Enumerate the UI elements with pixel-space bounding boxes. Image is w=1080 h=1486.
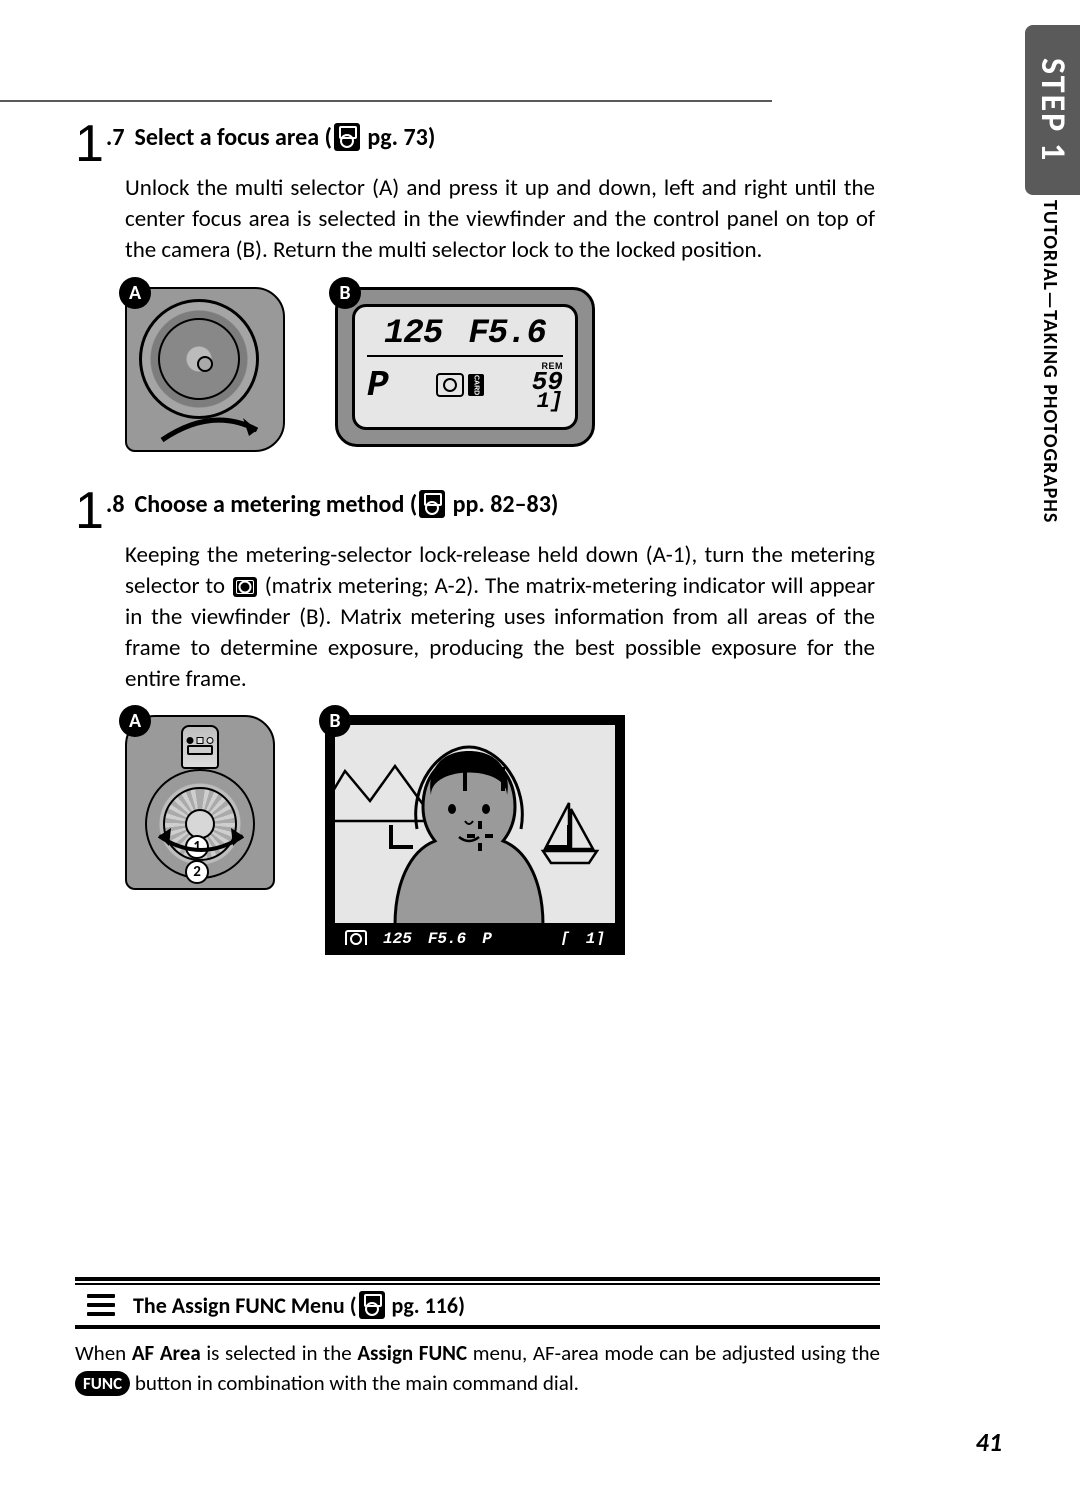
card-icon: CARD [468, 374, 484, 396]
focus-bracket-icon [389, 825, 413, 849]
step-title: Choose a metering method ( pp. 82–83) [135, 487, 559, 520]
multi-selector-illustration [125, 287, 285, 452]
lcd-row1: 125 F5.6 [367, 315, 563, 357]
lcd-mode: P [367, 365, 389, 406]
figure-label: B [319, 705, 351, 737]
matrix-metering-indicator-icon [345, 930, 367, 948]
dial-icon [139, 299, 259, 419]
menu-icon [87, 1294, 115, 1316]
lcd-icons: CARD [436, 373, 484, 397]
selector-mode-icons [187, 737, 214, 744]
callout-badge-2: 2 [185, 860, 209, 884]
rule [75, 1277, 880, 1281]
control-panel-illustration: 125 F5.6 P CARD REM [335, 287, 595, 447]
rule [75, 1327, 880, 1329]
step-sub-number: .7 [106, 120, 125, 153]
vf-mode: P [482, 930, 492, 948]
lcd-row2: P CARD REM 59 1] [367, 357, 563, 411]
step-body: Keeping the metering-selector lock-relea… [125, 540, 875, 695]
focus-bracket-icon [547, 825, 571, 849]
lcd-remaining: REM 59 1] [532, 361, 563, 411]
lcd-screen: 125 F5.6 P CARD REM [352, 304, 578, 430]
footer-header: The Assign FUNC Menu ( pg. 116) [75, 1285, 880, 1325]
page-number: 41 [976, 1426, 1002, 1458]
figure-label: A [119, 705, 151, 737]
center-focus-icon [467, 821, 493, 851]
step-header: 1 .8 Choose a metering method ( pp. 82–8… [75, 487, 875, 536]
figure-label: A [119, 277, 151, 309]
vf-bracket-r: 1] [586, 930, 605, 948]
step-body: Unlock the multi selector (A) and press … [125, 173, 875, 266]
viewfinder-scene [335, 725, 615, 945]
rotate-arrow-icon [151, 828, 251, 858]
step-1-7: 1 .7 Select a focus area ( pg. 73) Unloc… [75, 120, 875, 452]
viewfinder-illustration: 125 F5.6 P [ 1] [325, 715, 625, 955]
footer-title: The Assign FUNC Menu ( pg. 116) [133, 1291, 465, 1319]
step-1-8: 1 .8 Choose a metering method ( pp. 82–8… [75, 487, 875, 956]
vf-bracket-l: [ [560, 930, 570, 948]
figure-1-8-b: B [325, 715, 625, 955]
footer-body: When AF Area is selected in the Assign F… [75, 1339, 880, 1398]
figures-1-8: A 1 2 [125, 715, 875, 955]
selector-top-icon [181, 725, 219, 769]
af-area-bold: AF Area [132, 1340, 201, 1366]
figure-label: B [329, 277, 361, 309]
figure-1-7-a: A [125, 287, 285, 452]
matrix-metering-icon [233, 577, 257, 597]
metering-selector-illustration: 1 2 [125, 715, 275, 890]
figure-1-8-a: A 1 2 [125, 715, 275, 955]
manual-page: STEP 1 TUTORIAL—TAKING PHOTOGRAPHS 1 .7 … [0, 0, 1080, 1486]
step-title: Select a focus area ( pg. 73) [135, 120, 436, 153]
top-rule [0, 100, 772, 102]
vf-shutter: 125 [383, 930, 412, 948]
rem-bracket: 1] [537, 393, 563, 411]
lcd-aperture: F5.6 [468, 315, 546, 353]
side-tab-text: STEP 1 [1032, 58, 1073, 162]
metering-icon [436, 373, 464, 397]
focus-bracket-icon [481, 767, 505, 791]
content: 1 .7 Select a focus area ( pg. 73) Unloc… [75, 120, 875, 955]
footer-note: The Assign FUNC Menu ( pg. 116) When AF … [75, 1277, 880, 1398]
lcd-shutter: 125 [384, 315, 442, 353]
unlock-arrow-icon [157, 412, 267, 444]
assign-func-bold: Assign FUNC [357, 1340, 467, 1366]
step-big-number: 1 [75, 120, 104, 169]
figure-1-7-b: B 125 F5.6 P CARD [335, 287, 595, 452]
vf-aperture: F5.6 [428, 930, 466, 948]
side-tab: STEP 1 [1025, 25, 1080, 195]
reference-icon [419, 490, 445, 518]
figures-1-7: A B 125 [125, 287, 875, 452]
step-header: 1 .7 Select a focus area ( pg. 73) [75, 120, 875, 169]
viewfinder-info-bar: 125 F5.6 P [ 1] [325, 923, 625, 955]
side-section-label: TUTORIAL—TAKING PHOTOGRAPHS [1038, 200, 1062, 523]
reference-icon [359, 1291, 385, 1319]
step-big-number: 1 [75, 487, 104, 536]
step-sub-number: .8 [106, 487, 125, 520]
func-button-icon: FUNC [75, 1371, 130, 1397]
reference-icon [334, 123, 360, 151]
